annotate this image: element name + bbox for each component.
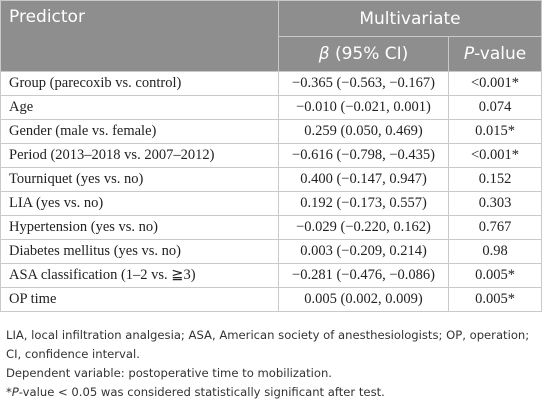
predictor-cell: Hypertension (yes vs. no): [0, 215, 279, 240]
p-value-cell: 0.015*: [447, 119, 542, 144]
predictor-cell: Gender (male vs. female): [0, 119, 279, 144]
beta-cell: 0.400 (−0.147, 0.947): [278, 167, 449, 192]
predictor-cell: Diabetes mellitus (yes vs. no): [0, 239, 279, 264]
p-value-cell: 0.074: [447, 95, 542, 120]
beta-symbol: β: [318, 44, 330, 64]
predictor-cell: OP time: [0, 287, 279, 312]
predictor-cell: ASA classification (1–2 vs. ≧3): [0, 263, 279, 288]
p-value-cell: 0.767: [447, 215, 542, 240]
predictor-cell: LIA (yes vs. no): [0, 191, 279, 216]
footnote-significance: *P-value < 0.05 was considered statistic…: [6, 383, 536, 402]
beta-cell: −0.365 (−0.563, −0.167): [278, 71, 449, 96]
table-row: Hypertension (yes vs. no) −0.029 (−0.220,…: [0, 215, 542, 240]
beta-cell: −0.010 (−0.021, 0.001): [278, 95, 449, 120]
star: *: [6, 385, 12, 399]
beta-cell: 0.259 (0.050, 0.469): [278, 119, 449, 144]
table-row: Age −0.010 (−0.021, 0.001) 0.074: [0, 95, 542, 120]
header-beta: β (95% CI): [278, 36, 449, 72]
p-value-cell: 0.303: [447, 191, 542, 216]
table-row: Tourniquet (yes vs. no) 0.400 (−0.147, 0.…: [0, 167, 542, 192]
table-body: Group (parecoxib vs. control) −0.365 (−0.…: [0, 71, 542, 312]
p-symbol: P: [463, 44, 475, 64]
beta-cell: 0.003 (−0.209, 0.214): [278, 239, 449, 264]
table-row: Period (2013–2018 vs. 2007–2012) −0.616 (…: [0, 143, 542, 168]
p-rest: -value: [474, 44, 527, 64]
table-row: Group (parecoxib vs. control) −0.365 (−0.…: [0, 71, 542, 96]
results-table: Predictor Multivariate β (95% CI) P-valu…: [0, 0, 542, 312]
p-value-cell: <0.001*: [447, 143, 542, 168]
predictor-cell: Tourniquet (yes vs. no): [0, 167, 279, 192]
header-predictor: Predictor: [0, 0, 279, 72]
beta-cell: −0.616 (−0.798, −0.435): [278, 143, 449, 168]
table-row: Diabetes mellitus (yes vs. no) 0.003 (−0.…: [0, 239, 542, 264]
beta-rest: (95% CI): [329, 44, 409, 64]
header-group: Multivariate: [277, 0, 542, 37]
beta-cell: −0.029 (−0.220, 0.162): [278, 215, 449, 240]
p-symbol: P: [11, 385, 19, 399]
table-row: Gender (male vs. female) 0.259 (0.050, 0.…: [0, 119, 542, 144]
predictor-cell: Group (parecoxib vs. control): [0, 71, 279, 96]
footnotes: LIA, local infiltration analgesia; ASA, …: [0, 312, 542, 402]
p-value-cell: 0.98: [447, 239, 542, 264]
beta-cell: 0.192 (−0.173, 0.557): [278, 191, 449, 216]
predictor-cell: Age: [0, 95, 279, 120]
table-row: LIA (yes vs. no) 0.192 (−0.173, 0.557) 0.3…: [0, 191, 542, 216]
significance-text: -value < 0.05 was considered statistical…: [18, 385, 385, 399]
p-value-cell: 0.005*: [447, 263, 542, 288]
predictor-cell: Period (2013–2018 vs. 2007–2012): [0, 143, 279, 168]
header-p: P-value: [447, 36, 542, 72]
beta-cell: 0.005 (0.002, 0.009): [278, 287, 449, 312]
p-value-cell: 0.005*: [447, 287, 542, 312]
p-value-cell: 0.152: [447, 167, 542, 192]
table-row: OP time 0.005 (0.002, 0.009) 0.005*: [0, 287, 542, 312]
footnote-abbreviations: LIA, local infiltration analgesia; ASA, …: [6, 328, 530, 361]
footnote-dependent: Dependent variable: postoperative time t…: [6, 366, 332, 380]
beta-cell: −0.281 (−0.476, −0.086): [278, 263, 449, 288]
table-row: ASA classification (1–2 vs. ≧3) −0.281 (−…: [0, 263, 542, 288]
p-value-cell: <0.001*: [447, 71, 542, 96]
